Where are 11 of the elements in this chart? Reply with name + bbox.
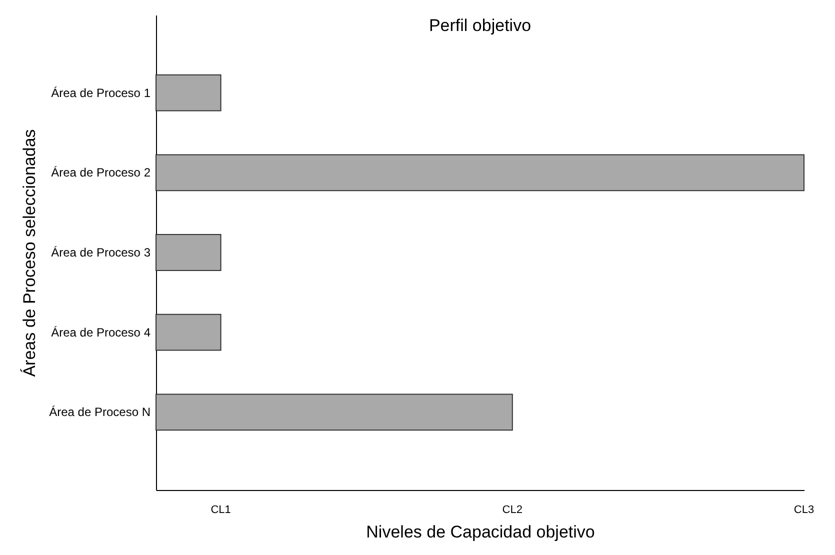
y-axis-title: Áreas de Proceso seleccionadas xyxy=(20,129,40,377)
text: CL3 xyxy=(794,504,814,516)
y-tick-label: Área de Proceso N xyxy=(49,405,150,420)
text: CL1 xyxy=(210,504,231,516)
y-tick-label: Área de Proceso 2 xyxy=(51,166,151,180)
y-tick-label: Área de Proceso 3 xyxy=(51,246,151,260)
chart-title: Perfil objetivo xyxy=(428,16,532,35)
text: CL2 xyxy=(502,504,522,516)
x-axis-title: Niveles de Capacidad objetivo xyxy=(366,522,595,542)
y-tick-label: Área de Proceso 1 xyxy=(51,86,151,100)
y-tick-label: Área de Proceso 4 xyxy=(51,325,151,340)
